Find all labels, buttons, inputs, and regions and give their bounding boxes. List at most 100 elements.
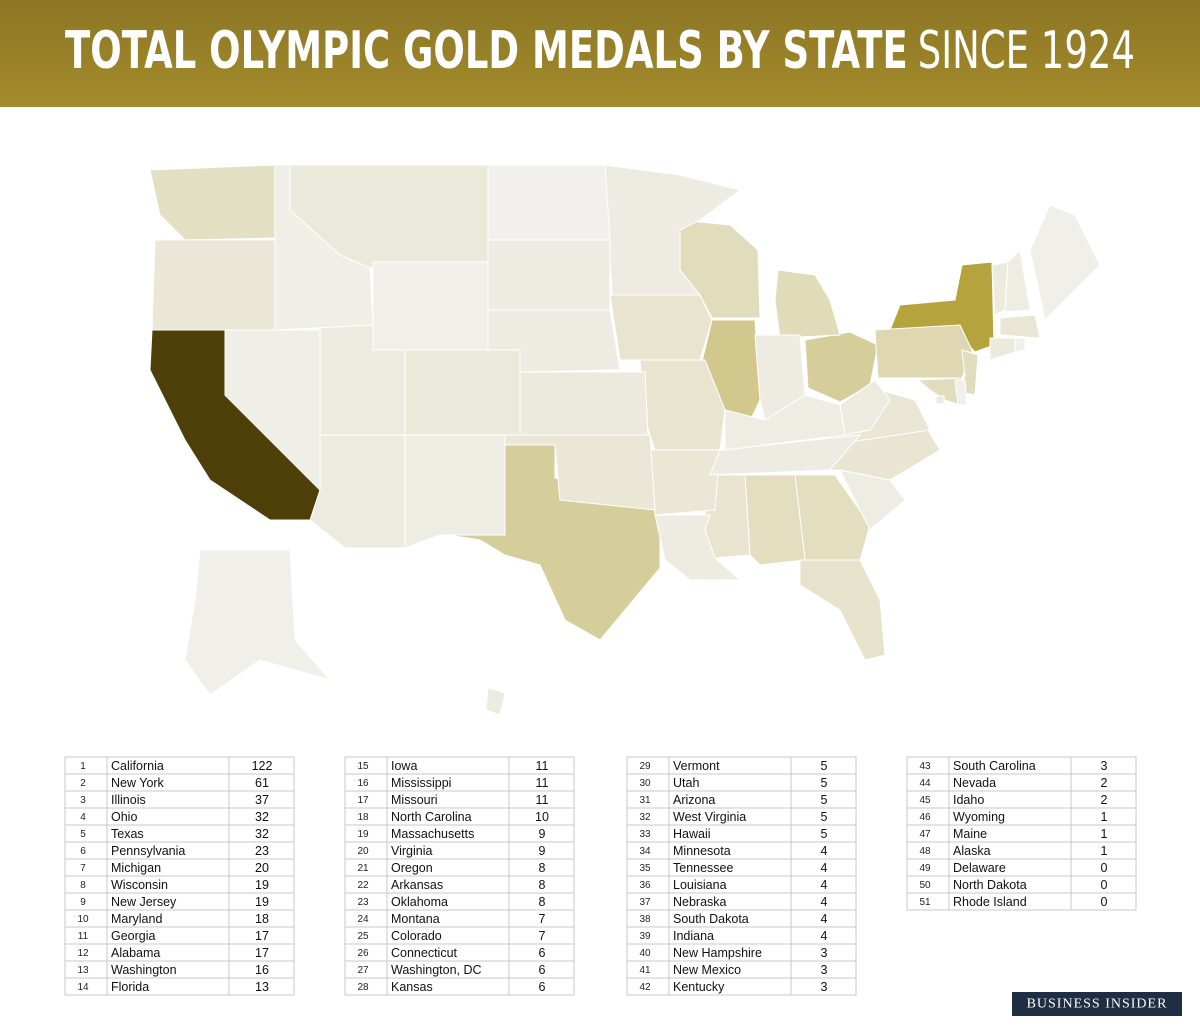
state-name: New Hampshire (673, 946, 762, 960)
medal-count: 3 (821, 963, 828, 977)
rank: 26 (357, 948, 369, 959)
state-name: Wyoming (953, 810, 1005, 824)
medal-count: 10 (535, 810, 549, 824)
state (372, 261, 489, 351)
header-band (0, 0, 1200, 107)
medal-count: 2 (1101, 776, 1108, 790)
state (487, 164, 611, 241)
medal-count: 17 (255, 929, 269, 943)
map (149, 164, 1101, 716)
state-name: Missouri (391, 793, 438, 807)
rank: 16 (357, 778, 369, 789)
rank: 41 (639, 965, 651, 976)
rank: 18 (357, 812, 369, 823)
state (744, 474, 806, 566)
rank: 22 (357, 880, 369, 891)
medal-count: 5 (821, 759, 828, 773)
state-name: Idaho (953, 793, 984, 807)
state-name: Colorado (391, 929, 442, 943)
state-name: Texas (111, 827, 144, 841)
rank: 49 (919, 863, 931, 874)
rank: 33 (639, 829, 651, 840)
rank: 23 (357, 897, 369, 908)
medal-count: 8 (539, 895, 546, 909)
medal-count: 5 (821, 776, 828, 790)
header-title: TOTAL OLYMPIC GOLD MEDALS BY STATESINCE … (65, 21, 1135, 81)
rank: 45 (919, 795, 931, 806)
state-name: Alaska (953, 844, 991, 858)
rank: 24 (357, 914, 369, 925)
state (954, 379, 968, 406)
state (916, 377, 963, 406)
state (989, 337, 1016, 361)
rank: 8 (80, 880, 86, 891)
medal-count: 19 (255, 878, 269, 892)
rank: 25 (357, 931, 369, 942)
medal-count: 19 (255, 895, 269, 909)
logo: BUSINESS INSIDER (1027, 997, 1168, 1012)
subtitle: SINCE 1924 (918, 21, 1135, 81)
state-name: Kentucky (673, 980, 725, 994)
state-name: North Dakota (953, 878, 1027, 892)
state (774, 269, 841, 339)
state (935, 395, 945, 405)
state (609, 294, 713, 361)
state (874, 324, 973, 379)
table-row (626, 977, 857, 996)
state-name: Indiana (673, 929, 714, 943)
state-name: Nebraska (673, 895, 727, 909)
state-name: Washington (111, 963, 177, 977)
table-row (344, 977, 575, 996)
medal-count: 3 (821, 980, 828, 994)
state-name: Arkansas (391, 878, 443, 892)
medal-count: 32 (255, 827, 269, 841)
medal-count: 2 (1101, 793, 1108, 807)
medal-count: 16 (255, 963, 269, 977)
state-name: New York (111, 776, 165, 790)
rank: 14 (77, 982, 89, 993)
state-name: New Mexico (673, 963, 741, 977)
rank: 20 (357, 846, 369, 857)
medal-count: 7 (539, 929, 546, 943)
state-name: Louisiana (673, 878, 727, 892)
state (485, 687, 506, 716)
medal-count: 1 (1101, 810, 1108, 824)
state (654, 514, 742, 581)
state-name: Vermont (673, 759, 720, 773)
state-name: Alabama (111, 946, 160, 960)
state (649, 449, 721, 516)
state (309, 434, 406, 549)
state (724, 394, 846, 451)
rank: 4 (80, 812, 86, 823)
medal-count: 4 (821, 844, 828, 858)
rank: 43 (919, 761, 931, 772)
medal-count: 5 (821, 810, 828, 824)
state-name: Oregon (391, 861, 433, 875)
state-name: Oklahoma (391, 895, 448, 909)
state-name: Hawaii (673, 827, 711, 841)
state-name: Michigan (111, 861, 161, 875)
state-name: South Dakota (673, 912, 749, 926)
rank: 6 (80, 846, 86, 857)
rank: 5 (80, 829, 86, 840)
state-name: South Carolina (953, 759, 1036, 773)
rank: 9 (80, 897, 86, 908)
rank: 17 (357, 795, 369, 806)
state (184, 549, 332, 696)
rank: 47 (919, 829, 931, 840)
medal-count: 5 (821, 827, 828, 841)
medal-count: 0 (1101, 895, 1108, 909)
rank: 30 (639, 778, 651, 789)
rank: 44 (919, 778, 931, 789)
state-name: Georgia (111, 929, 156, 943)
state-name: Delaware (953, 861, 1006, 875)
state-name: Montana (391, 912, 440, 926)
state (404, 434, 506, 549)
state (519, 371, 649, 436)
medal-count: 23 (255, 844, 269, 858)
rank: 48 (919, 846, 931, 857)
rank: 34 (639, 846, 651, 857)
title: TOTAL OLYMPIC GOLD MEDALS BY STATE (65, 21, 908, 81)
